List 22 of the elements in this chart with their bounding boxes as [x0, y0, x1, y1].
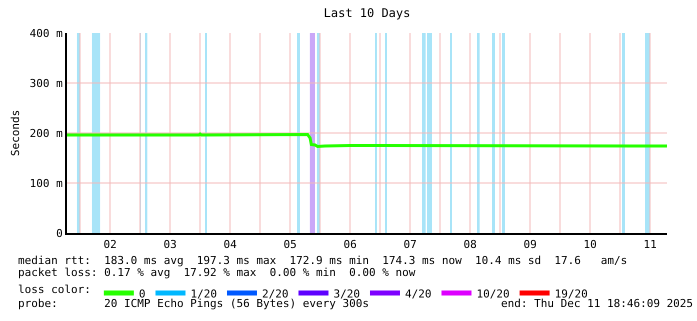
x-tick-label: 08: [463, 238, 477, 252]
x-tick-label: 04: [223, 238, 238, 252]
x-tick-label: 06: [343, 238, 357, 252]
chart-title: Last 10 Days: [324, 6, 410, 20]
y-tick-label: 400 m: [30, 26, 64, 40]
text: packet loss: 0.17 % avg 17.92 % max 0.00 % min 0.00 % now: [18, 266, 416, 279]
line-series: [67, 132, 667, 148]
y-tick-label: 100 m: [30, 176, 64, 190]
legend-title: loss color:: [18, 282, 91, 296]
y-tick-label: 200 m: [30, 126, 64, 140]
x-tick-label: 02: [103, 238, 117, 252]
x-tick-label: 11: [643, 238, 657, 252]
y-tick-label: 0: [56, 226, 63, 240]
x-tick-label: 07: [403, 238, 417, 252]
legend-label: 4/20: [404, 287, 432, 300]
x-tick-label: 05: [283, 238, 297, 252]
x-tick-label: 10: [583, 238, 597, 252]
y-tick-label: 300 m: [30, 76, 64, 90]
x-tick-label: 09: [523, 238, 537, 252]
x-tick-label: 03: [163, 238, 177, 252]
text: median rtt: 183.0 ms avg 197.3 ms max 172.9 ms min 174.3 ms now 10.4 ms sd 17.6 am/s: [18, 254, 628, 267]
y-axis-title: Seconds: [8, 110, 22, 156]
